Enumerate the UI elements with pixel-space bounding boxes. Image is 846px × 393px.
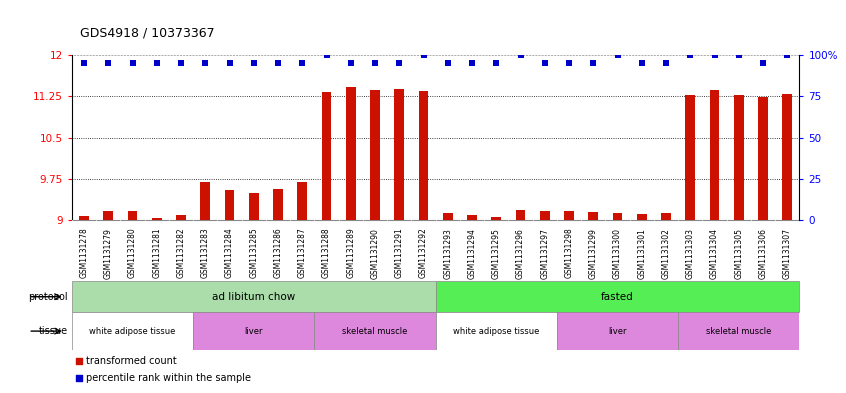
Point xyxy=(684,52,697,58)
Bar xyxy=(201,182,210,220)
Bar xyxy=(72,312,193,350)
Point xyxy=(272,60,285,66)
Point xyxy=(344,60,358,66)
Bar xyxy=(80,216,89,220)
Point xyxy=(247,60,261,66)
Bar xyxy=(225,190,234,220)
Point xyxy=(222,60,236,66)
Point xyxy=(490,60,503,66)
Text: transformed count: transformed count xyxy=(86,356,177,366)
Point xyxy=(368,60,382,66)
Bar xyxy=(72,281,436,312)
Point xyxy=(732,52,745,58)
Bar xyxy=(540,211,550,220)
Bar xyxy=(315,312,436,350)
Text: liver: liver xyxy=(244,327,263,336)
Point xyxy=(563,60,576,66)
Bar xyxy=(613,213,623,220)
Bar xyxy=(298,182,307,220)
Bar xyxy=(193,312,315,350)
Bar xyxy=(394,89,404,220)
Point xyxy=(708,52,722,58)
Text: GDS4918 / 10373367: GDS4918 / 10373367 xyxy=(80,26,215,39)
Point xyxy=(417,52,431,58)
Point xyxy=(126,60,140,66)
Point xyxy=(514,52,527,58)
Point xyxy=(611,52,624,58)
Bar xyxy=(637,214,646,220)
Point xyxy=(77,60,91,66)
Bar xyxy=(492,217,501,220)
Bar xyxy=(321,92,332,220)
Bar xyxy=(443,213,453,220)
Point xyxy=(781,52,794,58)
Point xyxy=(150,60,163,66)
Text: skeletal muscle: skeletal muscle xyxy=(343,327,408,336)
Bar xyxy=(557,312,678,350)
Text: tissue: tissue xyxy=(39,326,68,336)
Bar xyxy=(710,90,719,220)
Text: protocol: protocol xyxy=(28,292,68,302)
Bar xyxy=(589,212,598,220)
Bar xyxy=(346,88,355,220)
Bar xyxy=(103,211,113,220)
Text: percentile rank within the sample: percentile rank within the sample xyxy=(86,373,251,383)
Bar xyxy=(128,211,137,220)
Bar xyxy=(436,281,799,312)
Point xyxy=(635,60,649,66)
Bar xyxy=(678,312,799,350)
Bar xyxy=(249,193,259,220)
Text: liver: liver xyxy=(608,327,627,336)
Point xyxy=(393,60,406,66)
Bar xyxy=(371,90,380,220)
Bar xyxy=(758,97,768,220)
Bar xyxy=(783,94,792,220)
Point xyxy=(295,60,309,66)
Point xyxy=(659,60,673,66)
Point xyxy=(441,60,454,66)
Bar xyxy=(734,95,744,220)
Point xyxy=(72,358,85,364)
Point xyxy=(538,60,552,66)
Bar xyxy=(436,312,557,350)
Bar xyxy=(419,91,428,220)
Point xyxy=(320,52,333,58)
Text: white adipose tissue: white adipose tissue xyxy=(90,327,176,336)
Point xyxy=(174,60,188,66)
Point xyxy=(465,60,479,66)
Bar xyxy=(685,95,695,220)
Bar xyxy=(467,215,477,220)
Point xyxy=(586,60,600,66)
Bar xyxy=(662,213,671,220)
Point xyxy=(72,375,85,381)
Text: white adipose tissue: white adipose tissue xyxy=(453,327,540,336)
Point xyxy=(102,60,115,66)
Text: skeletal muscle: skeletal muscle xyxy=(706,327,772,336)
Text: fasted: fasted xyxy=(602,292,634,302)
Bar xyxy=(564,211,574,220)
Text: ad libitum chow: ad libitum chow xyxy=(212,292,295,302)
Bar xyxy=(273,189,283,220)
Bar xyxy=(516,210,525,220)
Point xyxy=(756,60,770,66)
Point xyxy=(199,60,212,66)
Bar xyxy=(152,218,162,220)
Bar xyxy=(176,215,186,220)
